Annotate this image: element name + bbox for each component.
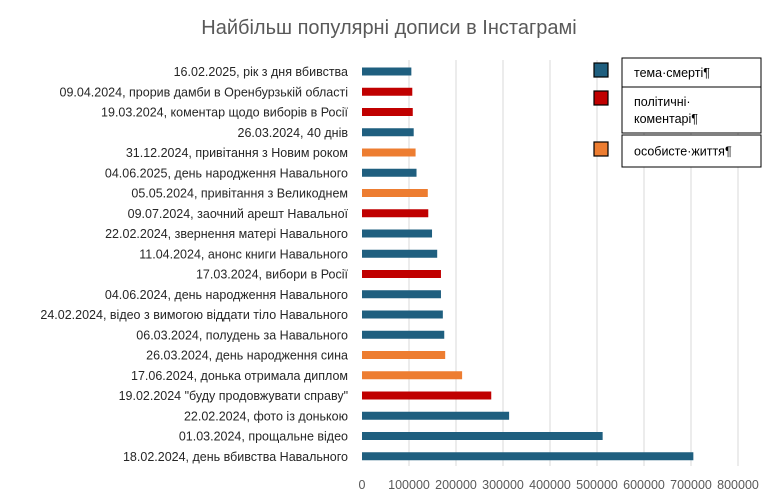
- legend: тема·смерті¶ політичні· коментарі¶ особисте…: [593, 57, 762, 168]
- category-label: 04.06.2025, день народження Навального: [105, 166, 348, 180]
- category-label: 19.02.2024 "буду продовжувати справу": [119, 389, 348, 403]
- category-label: 04.06.2024, день народження Навального: [105, 288, 348, 302]
- category-label: 11.04.2024, анонс книги Навального: [139, 247, 348, 261]
- legend-text-box: [621, 134, 762, 168]
- bar: [362, 371, 463, 380]
- legend-item-death: тема·смерті¶: [593, 57, 762, 88]
- category-label: 24.02.2024, відео з вимогою віддати тіло…: [40, 308, 348, 322]
- category-label: 01.03.2024, прощальне відео: [179, 430, 348, 444]
- category-labels: 16.02.2025, рік з дня вбивства 09.04.2024…: [40, 65, 348, 464]
- x-tick-label: 200000: [435, 478, 477, 492]
- category-label: 05.05.2024, привітання з Великоднем: [131, 187, 348, 201]
- x-tick-label: 0: [359, 478, 366, 492]
- category-label: 18.02.2024, день вбивства Навального: [123, 450, 348, 464]
- category-label: 31.12.2024, привітання з Новим роком: [126, 146, 348, 160]
- legend-label: політичні·: [634, 95, 691, 109]
- category-label: 19.03.2024, коментар щодо виборів в Росі…: [101, 106, 348, 120]
- x-axis-ticks: 0 100000 200000 300000 400000 500000 600000 700…: [359, 478, 759, 492]
- bar: [362, 229, 433, 238]
- bar: [362, 108, 413, 116]
- x-tick-label: 800000: [717, 478, 759, 492]
- legend-text-box: [621, 57, 762, 88]
- x-tick-label: 300000: [482, 478, 524, 492]
- x-tick-label: 100000: [388, 478, 430, 492]
- legend-item-political: політичні· коментарі¶: [593, 86, 762, 134]
- bar: [362, 391, 492, 400]
- bar: [362, 432, 603, 440]
- legend-swatch: [593, 90, 609, 106]
- bar: [362, 148, 416, 157]
- x-tick-label: 600000: [623, 478, 665, 492]
- legend-text-box: [621, 86, 762, 134]
- legend-swatch: [593, 141, 609, 157]
- legend-swatch: [593, 62, 609, 78]
- bar: [362, 168, 417, 177]
- category-label: 17.06.2024, донька отримала диплом: [131, 369, 348, 383]
- bar: [362, 189, 428, 197]
- bar: [362, 128, 414, 137]
- bar: [362, 67, 412, 76]
- bar: [362, 270, 441, 278]
- category-label: 09.07.2024, заочний арешт Навальної: [128, 207, 349, 221]
- bar: [362, 249, 438, 258]
- x-tick-label: 500000: [576, 478, 618, 492]
- category-label: 16.02.2025, рік з дня вбивства: [174, 65, 348, 79]
- x-tick-label: 700000: [670, 478, 712, 492]
- legend-item-personal: особисте·життя¶: [593, 134, 762, 168]
- x-tick-label: 400000: [529, 478, 571, 492]
- category-label: 09.04.2024, прорив дамби в Оренбурзькій …: [60, 85, 348, 99]
- chart-title: Найбільш популярні дописи в Інстаграмі: [201, 17, 576, 39]
- bar: [362, 310, 443, 319]
- category-label: 22.02.2024, фото із донькою: [184, 409, 348, 423]
- bar: [362, 452, 694, 461]
- legend-label: особисте·життя¶: [634, 145, 732, 159]
- category-label: 17.03.2024, вибори в Росії: [196, 268, 349, 282]
- bar: [362, 351, 446, 359]
- bar: [362, 411, 510, 420]
- category-label: 26.03.2024, 40 днів: [238, 126, 349, 140]
- bar: [362, 209, 429, 218]
- legend-label: тема·смерті¶: [634, 66, 710, 80]
- bar: [362, 330, 445, 339]
- category-label: 06.03.2024, полудень за Навального: [136, 328, 348, 342]
- category-label: 26.03.2024, день народження сина: [146, 349, 348, 363]
- category-label: 22.02.2024, звернення матері Навального: [105, 227, 348, 241]
- legend-label: коментарі¶: [634, 112, 698, 126]
- bar: [362, 87, 413, 96]
- bar: [362, 290, 441, 299]
- bars: [362, 67, 694, 461]
